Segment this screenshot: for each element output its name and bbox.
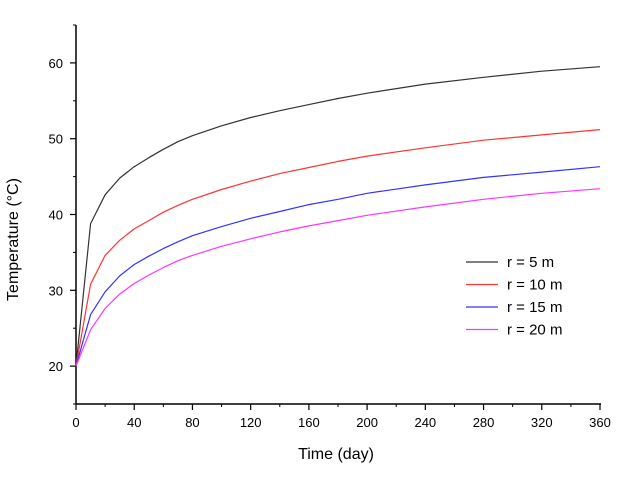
x-tick-label: 80 <box>185 415 199 430</box>
y-axis-ticks: 20 30 40 50 60 <box>49 24 76 405</box>
legend-label: r = 15 m <box>507 299 562 316</box>
series-lines <box>75 66 601 367</box>
x-axis-ticks: 0 40 80 120 160 200 240 280 320 360 <box>72 404 611 430</box>
y-tick-label: 60 <box>49 56 63 71</box>
series-line-2 <box>75 129 601 367</box>
axes <box>75 25 601 405</box>
legend: r = 5 m r = 10 m r = 15 m r = 20 m <box>466 254 562 339</box>
y-tick-label: 40 <box>49 208 63 223</box>
legend-label: r = 5 m <box>507 254 554 271</box>
x-axis-title: Time (day) <box>298 446 374 463</box>
series-line-4 <box>75 188 601 367</box>
y-axis-title: Temperature (°C) <box>5 178 22 301</box>
x-tick-label: 360 <box>589 415 611 430</box>
x-tick-label: 320 <box>531 415 553 430</box>
x-tick-label: 40 <box>127 415 141 430</box>
x-tick-label: 120 <box>240 415 262 430</box>
x-tick-label: 240 <box>414 415 436 430</box>
y-tick-label: 30 <box>49 283 63 298</box>
y-tick-label: 50 <box>49 132 63 147</box>
legend-label: r = 20 m <box>507 322 562 339</box>
x-tick-label: 160 <box>298 415 320 430</box>
x-tick-label: 280 <box>473 415 495 430</box>
x-tick-label: 0 <box>72 415 79 430</box>
x-tick-label: 200 <box>356 415 378 430</box>
series-line-3 <box>75 166 601 367</box>
y-tick-label: 20 <box>49 359 63 374</box>
series-line-1 <box>75 66 601 367</box>
legend-label: r = 10 m <box>507 277 562 294</box>
